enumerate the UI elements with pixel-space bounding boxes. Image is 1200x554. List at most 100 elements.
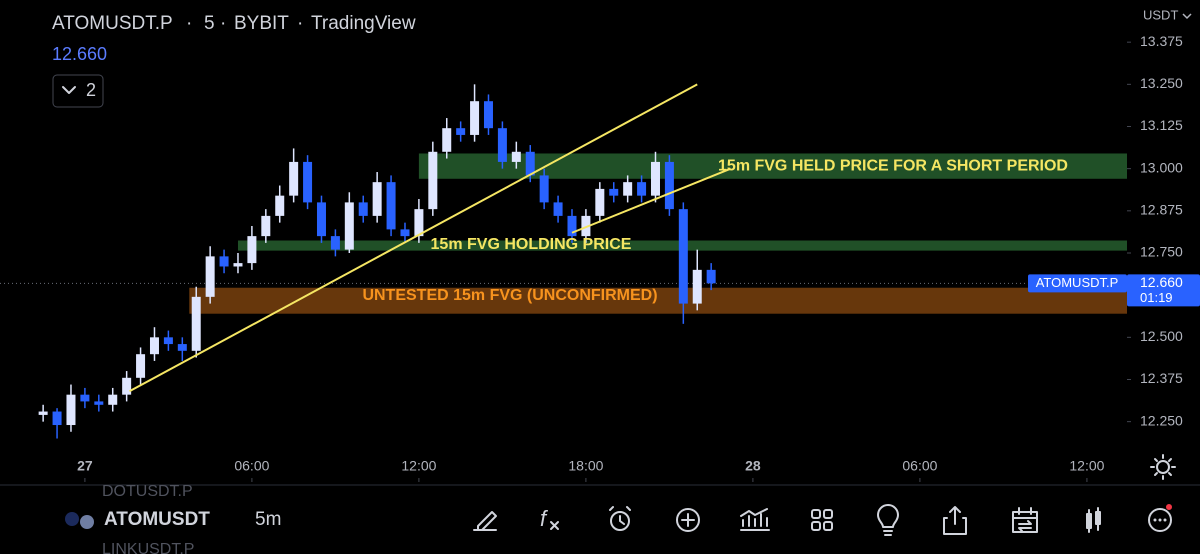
y-tick-label: 12.500 [1140,328,1183,344]
candle-body [303,161,313,203]
candle-body [497,128,507,162]
candle-body [316,202,326,237]
candle-body [400,229,410,237]
candle-body [233,263,243,267]
y-tick-label: 13.000 [1140,159,1183,175]
x-tick-label: 18:00 [568,458,603,474]
candle-body [80,394,90,402]
symbol-logo [65,512,79,526]
y-tick-label: 12.375 [1140,370,1183,386]
candle-body [609,188,619,196]
fx-icon-x [550,521,559,530]
candle-body [581,215,591,237]
candle-body [247,236,257,264]
add-icon[interactable] [676,508,700,532]
zone-label: 15m FVG HOLDING PRICE [431,236,632,253]
candle-body [623,182,633,196]
last-price-symbol: ATOMUSDT.P [1036,275,1119,290]
plot-area: 15m FVG HELD PRICE FOR A SHORT PERIOD 15m… [0,33,1200,482]
trend-line [571,167,732,234]
candle-body [539,175,549,203]
candle-body [664,161,674,210]
currency[interactable]: USDT [1143,7,1178,22]
candle-body [149,337,159,355]
chevron-icon [62,86,76,94]
candle-body [38,411,48,415]
more-icon[interactable] [1148,504,1172,532]
candle-body [414,209,424,237]
candle-body [330,236,340,250]
settings-icon[interactable] [1150,454,1176,480]
replay-icon[interactable] [1012,507,1038,533]
candle-body [136,354,146,378]
prev-symbol: DOTUSDT.P [102,483,193,500]
candle-body [442,128,452,152]
currency-chevron [1182,13,1192,20]
candle-body [66,394,76,426]
countdown: 01:19 [1140,290,1173,305]
chart-type-icon[interactable] [1086,507,1101,533]
x-tick-label: 28 [745,458,761,474]
candle-body [261,215,271,237]
x-tick-label: 27 [77,458,93,474]
separator: · [297,13,303,34]
ideas-icon[interactable] [877,504,899,536]
candle-body [650,161,660,196]
next-symbol: LINKUSDT.P [102,541,194,554]
interval: 5 [204,13,215,34]
alert-icon[interactable] [609,506,631,531]
toolbar-symbol[interactable]: ATOMUSDT [104,509,210,530]
candle-body [706,269,716,284]
candle-body [108,394,118,405]
y-tick-label: 12.875 [1140,202,1183,218]
y-tick-label: 12.250 [1140,412,1183,428]
candle-body [386,182,396,230]
y-tick-label: 13.375 [1140,33,1183,49]
fvg-zone [418,153,1127,179]
last-price-symbol-box [1028,274,1127,293]
indicator-toggle[interactable] [52,74,104,108]
toolbar-interval[interactable]: 5m [255,509,281,530]
candle-body [567,215,577,237]
candle-body [94,401,104,405]
candle-body [483,101,493,129]
candle-body [456,128,466,135]
candle-body [177,344,187,351]
candle-body [470,101,480,135]
y-tick-label: 13.250 [1140,75,1183,91]
candle-body [428,151,438,210]
x-tick-label: 06:00 [234,458,269,474]
candle-body [122,377,132,395]
candle-body [553,202,563,216]
layout-icon[interactable] [811,509,833,531]
candle-body [219,256,229,267]
candle-body [344,202,354,250]
platform: TradingView [311,13,416,34]
candle-body [525,151,535,176]
trend-line [128,83,698,393]
candle-body [205,256,215,297]
separator: · [220,13,226,34]
x-tick-label: 12:00 [1069,458,1104,474]
candle-body [595,188,605,216]
header-price: 12.660 [52,44,107,64]
draw-icon[interactable] [473,511,497,531]
share-icon[interactable] [943,506,967,535]
fvg-zone [189,287,1127,314]
symbol: ATOMUSDT.P [52,13,173,34]
exchange: BYBIT [234,13,289,34]
candle-body [289,161,299,196]
candle-body [692,269,702,304]
candle-body [358,202,368,216]
x-tick-label: 06:00 [902,458,937,474]
fx-icon[interactable]: f [540,506,549,531]
candle-body [511,151,521,162]
candle-body [372,182,382,216]
indicators-icon[interactable] [740,508,770,531]
candle-body [678,209,688,304]
indicator-count: 2 [86,80,96,100]
candle-body [163,337,173,345]
candle-body [275,195,285,216]
candle-body [637,182,647,196]
